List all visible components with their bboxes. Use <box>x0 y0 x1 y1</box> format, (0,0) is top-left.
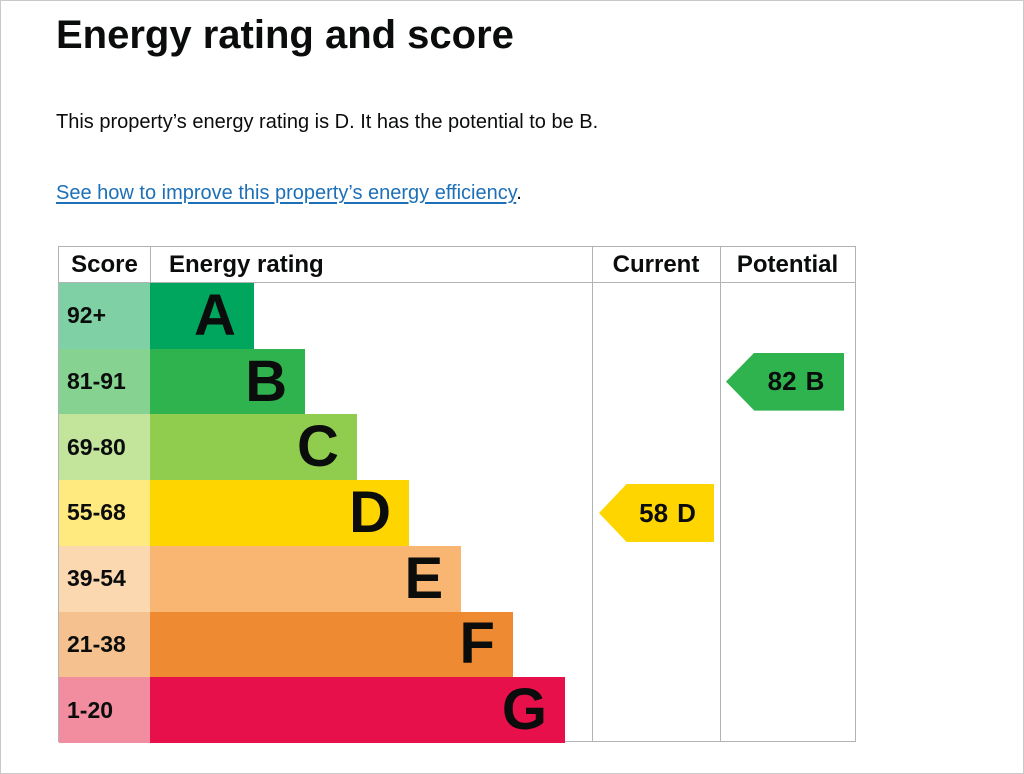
band-letter: D <box>349 479 391 545</box>
band-bar: F <box>150 611 513 678</box>
potential-score-value: 82 <box>767 366 797 397</box>
improve-paragraph: See how to improve this property’s energ… <box>56 182 522 205</box>
band-score: 69-80 <box>59 414 150 481</box>
band-bar-area: G <box>150 677 592 743</box>
summary-text: This property’s energy rating is D. It h… <box>56 111 599 133</box>
band-row-b: 81-91 B <box>59 348 855 415</box>
band-score: 92+ <box>59 283 150 349</box>
current-score-value: 58 <box>639 497 669 528</box>
current-column-divider <box>592 247 593 741</box>
band-bar-area: F <box>150 611 592 678</box>
current-rating-arrow: 58 D <box>599 484 714 542</box>
band-bar: C <box>150 414 357 481</box>
band-letter: F <box>459 611 495 677</box>
band-score: 21-38 <box>59 611 150 678</box>
band-letter: C <box>296 414 339 480</box>
band-bar: E <box>150 545 462 612</box>
potential-rating-arrow: 82 B <box>726 352 844 411</box>
improve-suffix: . <box>516 182 522 204</box>
band-score: 39-54 <box>59 545 150 612</box>
header-energy-rating: Energy rating <box>169 250 324 278</box>
header-current: Current <box>612 250 700 278</box>
header-score: Score <box>71 250 138 278</box>
band-score: 81-91 <box>59 348 150 415</box>
band-bar: B <box>150 348 306 415</box>
band-letter: A <box>193 282 236 348</box>
current-rating-letter: D <box>677 497 696 528</box>
band-bar: D <box>150 480 409 546</box>
band-score: 55-68 <box>59 480 150 546</box>
improve-link[interactable]: See how to improve this property’s energ… <box>56 182 517 204</box>
band-bar-area: D <box>150 480 592 546</box>
band-bar-area: A <box>150 283 592 349</box>
band-row-c: 69-80 C <box>59 414 855 481</box>
energy-rating-chart: Score Energy rating Current Potential 92… <box>58 246 856 743</box>
band-bar: A <box>150 283 254 349</box>
band-row-f: 21-38 F <box>59 611 855 678</box>
header-potential: Potential <box>736 250 839 278</box>
band-row-g: 1-20 G <box>59 677 855 743</box>
band-row-a: 92+ A <box>59 283 855 349</box>
band-letter: E <box>404 545 444 611</box>
band-bar-area: B <box>150 348 592 415</box>
band-letter: B <box>245 348 288 414</box>
band-score: 1-20 <box>59 677 150 743</box>
band-bar-area: E <box>150 545 592 612</box>
band-bar: G <box>150 677 566 743</box>
chart-header: Score Energy rating Current Potential <box>59 247 855 283</box>
band-bar-area: C <box>150 414 592 481</box>
band-row-e: 39-54 E <box>59 545 855 612</box>
band-row-d: 55-68 D <box>59 480 855 546</box>
chart-body: 92+ A 81-91 B 69-80 <box>59 283 855 743</box>
band-letter: G <box>501 677 548 743</box>
potential-column-divider <box>720 247 721 741</box>
page-title: Energy rating and score <box>56 13 514 57</box>
potential-rating-letter: B <box>805 366 825 397</box>
